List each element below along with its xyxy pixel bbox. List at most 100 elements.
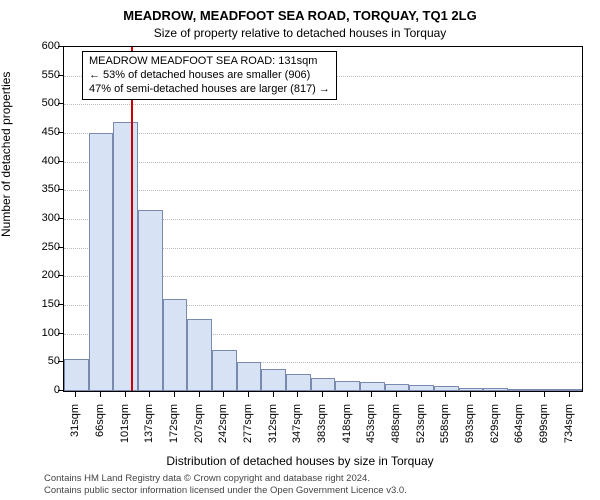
copyright-line-1: Contains HM Land Registry data © Crown c… bbox=[44, 473, 407, 484]
gridline bbox=[64, 162, 582, 163]
chart-title-2: Size of property relative to detached ho… bbox=[0, 26, 600, 40]
histogram-bar bbox=[533, 389, 558, 391]
y-tick-mark bbox=[58, 361, 63, 362]
histogram-bar bbox=[409, 385, 434, 391]
y-tick-mark bbox=[58, 103, 63, 104]
x-tick-label: 207sqm bbox=[193, 404, 205, 452]
y-tick-label: 100 bbox=[30, 327, 60, 339]
x-tick-mark bbox=[396, 392, 397, 397]
x-tick-label: 593sqm bbox=[464, 404, 476, 452]
x-tick-label: 699sqm bbox=[538, 404, 550, 452]
x-tick-mark bbox=[519, 392, 520, 397]
y-tick-label: 500 bbox=[30, 97, 60, 109]
plot-area: MEADROW MEADFOOT SEA ROAD: 131sqm ← 53% … bbox=[63, 46, 583, 392]
x-tick-label: 347sqm bbox=[291, 404, 303, 452]
histogram-bar bbox=[434, 386, 459, 391]
histogram-bar bbox=[261, 369, 286, 391]
x-tick-mark bbox=[470, 392, 471, 397]
histogram-bar bbox=[212, 350, 237, 391]
histogram-bar bbox=[311, 378, 336, 391]
x-tick-label: 242sqm bbox=[217, 404, 229, 452]
histogram-bar bbox=[483, 388, 508, 391]
y-tick-label: 550 bbox=[30, 69, 60, 81]
x-tick-label: 66sqm bbox=[94, 404, 106, 452]
y-tick-mark bbox=[58, 218, 63, 219]
x-tick-label: 523sqm bbox=[415, 404, 427, 452]
annotation-box: MEADROW MEADFOOT SEA ROAD: 131sqm ← 53% … bbox=[82, 51, 337, 100]
y-tick-label: 600 bbox=[30, 40, 60, 52]
y-tick-label: 50 bbox=[30, 355, 60, 367]
x-tick-mark bbox=[174, 392, 175, 397]
y-tick-mark bbox=[58, 161, 63, 162]
x-tick-mark bbox=[75, 392, 76, 397]
y-tick-label: 350 bbox=[30, 183, 60, 195]
x-tick-mark bbox=[322, 392, 323, 397]
x-tick-mark bbox=[371, 392, 372, 397]
histogram-bar bbox=[138, 210, 163, 391]
x-tick-label: 629sqm bbox=[489, 404, 501, 452]
histogram-bar bbox=[286, 374, 311, 391]
x-tick-mark bbox=[495, 392, 496, 397]
x-tick-mark bbox=[569, 392, 570, 397]
gridline bbox=[64, 104, 582, 105]
x-tick-mark bbox=[223, 392, 224, 397]
x-tick-label: 488sqm bbox=[390, 404, 402, 452]
x-tick-label: 734sqm bbox=[563, 404, 575, 452]
x-tick-mark bbox=[100, 392, 101, 397]
x-tick-label: 31sqm bbox=[69, 404, 81, 452]
gridline bbox=[64, 133, 582, 134]
x-tick-label: 137sqm bbox=[143, 404, 155, 452]
histogram-bar bbox=[385, 384, 410, 391]
x-tick-mark bbox=[125, 392, 126, 397]
x-tick-label: 383sqm bbox=[316, 404, 328, 452]
y-tick-label: 300 bbox=[30, 212, 60, 224]
x-axis-label: Distribution of detached houses by size … bbox=[0, 454, 600, 468]
x-tick-mark bbox=[347, 392, 348, 397]
histogram-bar bbox=[187, 319, 212, 391]
annotation-line-2: ← 53% of detached houses are smaller (90… bbox=[89, 69, 330, 83]
histogram-bar bbox=[64, 359, 89, 391]
x-tick-label: 172sqm bbox=[168, 404, 180, 452]
x-tick-label: 418sqm bbox=[341, 404, 353, 452]
x-tick-mark bbox=[149, 392, 150, 397]
y-tick-mark bbox=[58, 46, 63, 47]
annotation-line-3: 47% of semi-detached houses are larger (… bbox=[89, 83, 330, 97]
y-tick-mark bbox=[58, 189, 63, 190]
histogram-bar bbox=[163, 299, 188, 391]
histogram-bar bbox=[113, 122, 138, 391]
y-tick-label: 250 bbox=[30, 241, 60, 253]
x-tick-mark bbox=[199, 392, 200, 397]
y-tick-label: 0 bbox=[30, 384, 60, 396]
x-tick-mark bbox=[248, 392, 249, 397]
y-axis-label: Number of detached properties bbox=[0, 72, 13, 237]
x-tick-label: 101sqm bbox=[119, 404, 131, 452]
y-tick-mark bbox=[58, 275, 63, 276]
x-tick-mark bbox=[544, 392, 545, 397]
histogram-bar bbox=[508, 389, 533, 391]
x-tick-label: 312sqm bbox=[267, 404, 279, 452]
annotation-line-1: MEADROW MEADFOOT SEA ROAD: 131sqm bbox=[89, 55, 330, 69]
y-tick-mark bbox=[58, 75, 63, 76]
y-tick-label: 150 bbox=[30, 298, 60, 310]
x-tick-label: 453sqm bbox=[365, 404, 377, 452]
copyright-text: Contains HM Land Registry data © Crown c… bbox=[44, 473, 407, 496]
y-tick-mark bbox=[58, 390, 63, 391]
x-tick-mark bbox=[297, 392, 298, 397]
histogram-bar bbox=[237, 362, 262, 391]
histogram-bar bbox=[360, 382, 385, 391]
x-tick-mark bbox=[421, 392, 422, 397]
y-tick-mark bbox=[58, 247, 63, 248]
x-tick-label: 558sqm bbox=[439, 404, 451, 452]
histogram-bar bbox=[89, 133, 114, 391]
copyright-line-2: Contains public sector information licen… bbox=[44, 485, 407, 496]
chart-title-1: MEADROW, MEADFOOT SEA ROAD, TORQUAY, TQ1… bbox=[0, 8, 600, 23]
histogram-bar bbox=[335, 381, 360, 391]
histogram-bar bbox=[459, 388, 484, 391]
y-tick-mark bbox=[58, 132, 63, 133]
histogram-bar bbox=[557, 389, 582, 391]
chart-container: MEADROW, MEADFOOT SEA ROAD, TORQUAY, TQ1… bbox=[0, 0, 600, 500]
y-tick-label: 400 bbox=[30, 155, 60, 167]
x-tick-label: 277sqm bbox=[242, 404, 254, 452]
y-tick-label: 450 bbox=[30, 126, 60, 138]
y-tick-label: 200 bbox=[30, 269, 60, 281]
